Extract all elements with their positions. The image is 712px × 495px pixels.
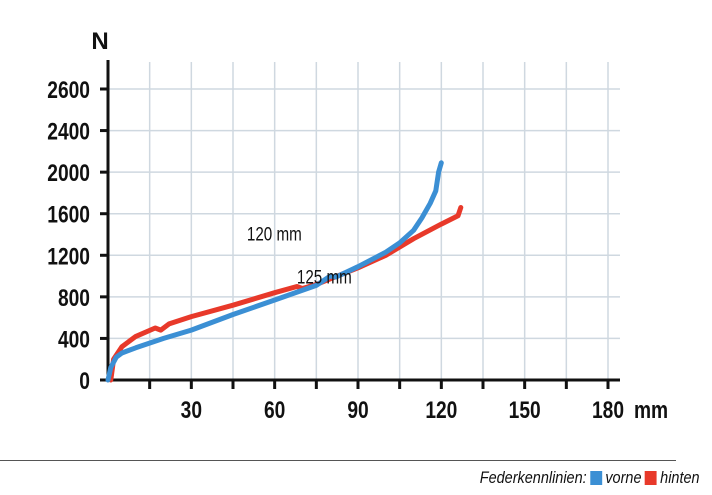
- divider: [0, 460, 676, 461]
- legend-swatch-hinten: [645, 471, 658, 485]
- y-tick-label: 400: [58, 325, 90, 353]
- x-axis-unit: mm: [634, 396, 668, 424]
- y-tick-label: 1600: [47, 201, 90, 229]
- x-tick-label: 30: [181, 396, 202, 424]
- annotation-label: 120 mm: [247, 223, 302, 245]
- series-line-vorne: [105, 160, 444, 383]
- y-tick-label: 2600: [47, 76, 90, 104]
- annotation-label: 125 mm: [297, 266, 352, 288]
- legend-swatch-vorne: [590, 471, 603, 485]
- y-tick-label: 2400: [47, 117, 90, 145]
- x-tick-label: 150: [509, 396, 541, 424]
- series-line-hinten: [108, 205, 464, 383]
- y-axis-unit: N: [91, 28, 108, 55]
- y-tick-label: 2000: [47, 159, 90, 187]
- legend-label-vorne: vorne: [605, 468, 642, 487]
- x-tick-label: 90: [347, 396, 368, 424]
- legend-title: Federkennlinien:: [480, 468, 588, 487]
- x-tick-label: 120: [425, 396, 457, 424]
- legend: Federkennlinien: vorne hinten: [480, 468, 700, 488]
- x-tick-label: 60: [264, 396, 285, 424]
- y-tick-label: 0: [79, 367, 90, 395]
- x-tick-label: 180: [592, 396, 624, 424]
- legend-label-hinten: hinten: [660, 468, 700, 487]
- y-tick-label: 800: [58, 284, 90, 312]
- y-tick-label: 1200: [47, 242, 90, 270]
